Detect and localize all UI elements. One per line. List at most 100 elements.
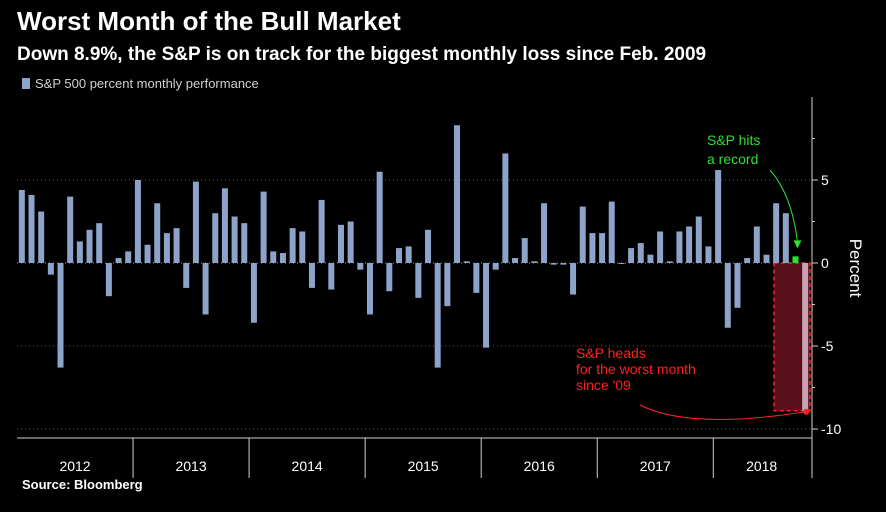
- bar: [463, 261, 470, 263]
- bar: [105, 263, 112, 297]
- bar: [221, 188, 228, 263]
- bar: [705, 246, 712, 263]
- y-tick-label: -5: [821, 338, 834, 354]
- bar: [531, 261, 538, 263]
- bar: [676, 231, 683, 263]
- x-year-label: 2018: [746, 458, 777, 474]
- y-tick-label: 5: [821, 172, 829, 188]
- bar: [47, 263, 54, 275]
- bar: [270, 251, 277, 263]
- x-year-label: 2015: [408, 458, 439, 474]
- bar-record-month: [792, 256, 799, 263]
- bar: [38, 211, 45, 263]
- bar: [154, 203, 161, 263]
- x-year-label: 2017: [640, 458, 671, 474]
- legend-swatch: [22, 78, 30, 89]
- bar: [76, 241, 83, 263]
- bar: [241, 223, 248, 263]
- bar: [512, 258, 519, 263]
- bar: [734, 263, 741, 308]
- bar: [541, 203, 548, 263]
- bar: [579, 206, 586, 263]
- bar: [744, 258, 751, 263]
- bar: [773, 203, 780, 263]
- bar: [589, 233, 596, 263]
- bar: [357, 263, 364, 270]
- bar: [86, 229, 93, 263]
- record-pointer-arrowhead: [793, 240, 802, 249]
- bar: [666, 261, 673, 263]
- bar: [521, 238, 528, 263]
- bar: [183, 263, 190, 288]
- bar: [28, 194, 35, 263]
- bar: [202, 263, 209, 315]
- bar: [212, 213, 219, 263]
- bar: [386, 263, 393, 292]
- bar: [173, 228, 180, 263]
- worst-annotation-line1: S&P heads: [576, 345, 646, 361]
- y-axis-title: Percent: [846, 239, 865, 298]
- bar: [337, 224, 344, 263]
- bar: [608, 201, 615, 263]
- worst-month-pointer-line: [639, 404, 806, 420]
- bar: [299, 231, 306, 263]
- bar: [657, 231, 664, 263]
- bar: [318, 199, 325, 263]
- bar: [618, 263, 625, 264]
- record-pointer-line: [769, 169, 798, 243]
- source-note: Source: Bloomberg: [22, 477, 143, 492]
- bar: [144, 244, 151, 263]
- bar: [492, 263, 499, 270]
- bar: [395, 248, 402, 263]
- bar: [347, 221, 354, 263]
- bar: [637, 243, 644, 263]
- bar: [115, 258, 122, 263]
- bar: [125, 251, 132, 263]
- bar: [231, 216, 238, 263]
- bar: [279, 253, 286, 263]
- bar: [724, 263, 731, 328]
- chart-title: Worst Month of the Bull Market: [17, 6, 401, 36]
- bar: [473, 263, 480, 293]
- legend-label: S&P 500 percent monthly performance: [35, 76, 259, 91]
- bar: [250, 263, 257, 323]
- bar: [67, 196, 74, 263]
- bar: [454, 125, 461, 263]
- record-annotation-line2: a record: [707, 151, 759, 167]
- bar: [444, 263, 451, 307]
- x-year-label: 2014: [292, 458, 323, 474]
- x-year-label: 2013: [175, 458, 206, 474]
- worst-annotation-line3: since '09: [576, 377, 631, 393]
- record-annotation: S&P hits a record: [707, 131, 760, 169]
- x-year-label: 2016: [524, 458, 555, 474]
- bar-worst-month: [802, 263, 809, 411]
- bar: [96, 223, 103, 263]
- bar: [415, 263, 422, 298]
- bar: [647, 254, 654, 263]
- bar: [425, 229, 432, 263]
- bar: [782, 213, 789, 263]
- bar: [570, 263, 577, 295]
- worst-annotation-line2: for the worst month: [576, 361, 696, 377]
- bar: [366, 263, 373, 315]
- bar: [328, 263, 335, 290]
- legend: S&P 500 percent monthly performance: [22, 76, 259, 91]
- bar: [18, 189, 25, 263]
- bar: [289, 228, 296, 263]
- bar: [405, 246, 412, 263]
- chart-subtitle: Down 8.9%, the S&P is on track for the b…: [17, 44, 707, 65]
- bar: [483, 263, 490, 348]
- bar: [260, 191, 267, 263]
- bar: [753, 226, 760, 263]
- bar: [134, 180, 141, 263]
- bar: [57, 263, 64, 368]
- y-tick-label: -10: [821, 421, 841, 437]
- bar: [763, 254, 770, 263]
- bar: [434, 263, 441, 368]
- bar: [308, 263, 315, 288]
- bar: [376, 171, 383, 263]
- bar: [599, 233, 606, 263]
- bar: [628, 248, 635, 263]
